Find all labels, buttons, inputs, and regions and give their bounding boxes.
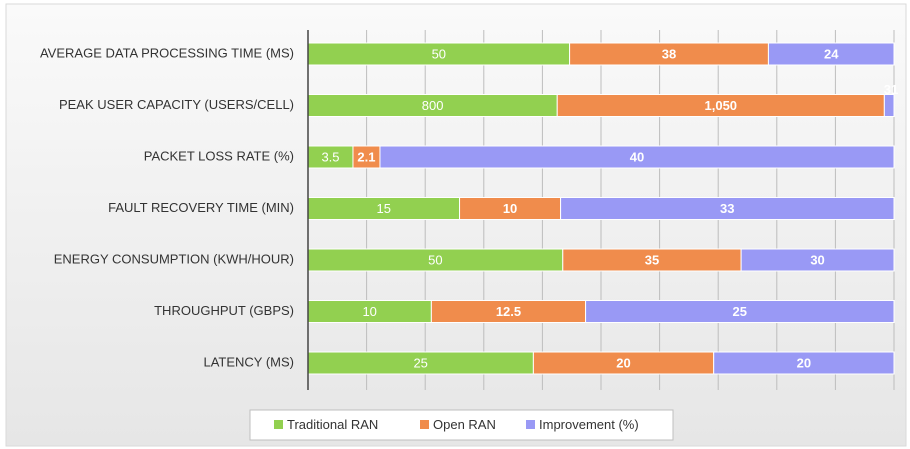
bar-segment	[585, 300, 895, 323]
bar-segment	[379, 145, 895, 169]
y-tick-label: ENERGY CONSUMPTION (KWH/HOUR)	[54, 251, 294, 266]
legend-swatch	[526, 420, 535, 429]
y-tick-label: PEAK USER CAPACITY (USERS/CELL)	[59, 97, 294, 112]
legend-label: Open RAN	[433, 417, 496, 432]
bar-segment	[713, 351, 895, 375]
data-label: 25	[733, 304, 747, 319]
legend	[249, 409, 674, 441]
bar-segment	[560, 197, 895, 220]
bar-segment	[883, 94, 895, 117]
y-tick-label: PACKET LOSS RATE (%)	[144, 148, 294, 163]
chart-background	[5, 3, 907, 447]
data-label: 2.1	[357, 149, 375, 164]
data-label: 38	[662, 46, 676, 61]
data-label: 24	[824, 46, 839, 61]
bar-segment	[740, 248, 895, 272]
legend-swatch	[274, 420, 283, 429]
legend-label: Improvement (%)	[539, 417, 639, 432]
data-label: 30	[810, 252, 824, 267]
data-label: 1,050	[705, 98, 738, 113]
legend-items: Traditional RAN Open RAN Improvement (%)	[274, 417, 639, 432]
bars: AVERAGE DATA PROCESSING TIME (MS) 50 38 24 P…	[40, 42, 898, 375]
data-label: 12.5	[496, 304, 521, 319]
data-label: 40	[630, 149, 644, 164]
data-label: 15	[377, 201, 391, 216]
data-label: 10	[503, 201, 517, 216]
data-label: 10	[362, 304, 376, 319]
data-label: 35	[645, 252, 659, 267]
data-label: 50	[428, 252, 442, 267]
data-label: 20	[616, 355, 630, 370]
data-label: 20	[797, 355, 811, 370]
y-tick-label: LATENCY (MS)	[203, 354, 294, 369]
y-tick-label: AVERAGE DATA PROCESSING TIME (MS)	[40, 45, 294, 60]
data-label: 50	[432, 46, 446, 61]
bar-segment	[767, 42, 895, 66]
data-label: 33	[720, 201, 734, 216]
data-label: 3.5	[321, 149, 339, 164]
data-label: 800	[422, 98, 444, 113]
legend-swatch	[420, 420, 429, 429]
data-label: 25	[413, 355, 427, 370]
data-label: 31	[884, 82, 898, 97]
legend-label: Traditional RAN	[287, 417, 378, 432]
y-tick-label: THROUGHPUT (GBPS)	[154, 303, 294, 318]
y-tick-label: FAULT RECOVERY TIME (MIN)	[108, 200, 294, 215]
